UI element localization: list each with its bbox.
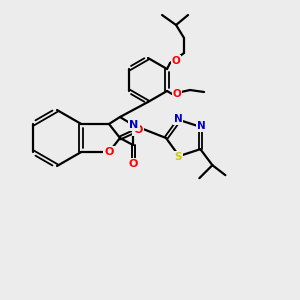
Text: N: N: [174, 114, 182, 124]
Text: O: O: [104, 147, 114, 157]
Text: N: N: [197, 121, 206, 131]
Text: S: S: [174, 152, 182, 162]
Text: O: O: [128, 159, 138, 169]
Text: N: N: [129, 120, 139, 130]
Text: O: O: [173, 89, 182, 99]
Text: O: O: [172, 56, 180, 66]
Text: O: O: [133, 125, 143, 135]
